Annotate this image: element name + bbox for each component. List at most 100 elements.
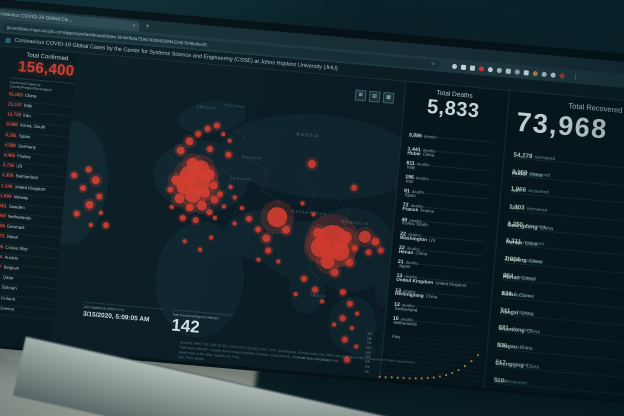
chart-y-tick: 10k xyxy=(363,368,370,374)
map-widget-button[interactable]: ▤ xyxy=(368,90,381,103)
r-unit-label: recovered xyxy=(533,153,556,161)
confirmed-count: 4,469 xyxy=(3,152,16,159)
world-map-svg: RUSSIA Moscow KAZAKHSTAN MONGOLIA SWEDEN FINL… xyxy=(50,53,406,380)
confirmed-region: Belgium xyxy=(3,264,20,271)
chart-gridline xyxy=(378,339,483,350)
case-dot xyxy=(332,322,337,327)
map-place-label: UKRAINE xyxy=(230,176,251,182)
chart-gridline xyxy=(379,334,483,345)
extension-icon[interactable] xyxy=(469,64,476,71)
confirmed-region: Sweden xyxy=(8,203,25,211)
case-dot xyxy=(349,326,354,331)
r-count: 984 xyxy=(502,272,514,281)
extension-icon[interactable] xyxy=(532,70,538,76)
dashboard-logo-icon xyxy=(5,37,11,43)
chart-gridline xyxy=(377,353,482,364)
case-dot xyxy=(262,234,271,243)
map-place-label: KAZAKHSTAN xyxy=(292,209,327,216)
confirmed-count: 696 xyxy=(0,243,4,250)
case-dot xyxy=(98,210,103,215)
r-count: 517 xyxy=(495,358,506,367)
case-dot xyxy=(204,125,211,132)
confirmed-region: Qatar xyxy=(2,274,14,281)
case-dot xyxy=(217,191,224,198)
confirmed-region: Italy xyxy=(23,102,33,109)
case-dot xyxy=(212,215,217,220)
case-dot xyxy=(339,231,352,244)
case-dot xyxy=(179,214,186,221)
case-dot xyxy=(96,193,103,200)
r-count: 1,211 xyxy=(505,237,522,246)
case-dot xyxy=(206,209,213,216)
r-unit-label: recovered xyxy=(528,170,551,178)
case-dot xyxy=(300,275,307,282)
chart-data-point xyxy=(390,376,393,379)
chart-data-point xyxy=(470,360,473,363)
case-dot xyxy=(371,237,380,246)
r-unit-label: recovered xyxy=(525,205,548,213)
chart-gridline xyxy=(378,344,483,354)
chart-data-point xyxy=(414,377,417,380)
map-place-label: Indian Ocean xyxy=(297,355,332,362)
case-dot xyxy=(192,217,199,224)
extension-icon[interactable] xyxy=(496,67,503,73)
chart-gridline xyxy=(376,367,481,378)
extension-icon[interactable] xyxy=(487,66,494,72)
case-dot xyxy=(245,215,252,222)
r-country: China xyxy=(513,397,529,405)
map-widget-button[interactable]: ⊞ xyxy=(354,89,367,102)
browser-menu-icon[interactable]: ⋮ xyxy=(572,73,579,81)
new-tab-button[interactable]: + xyxy=(145,22,150,31)
confirmed-region: Greece xyxy=(0,305,15,312)
r-unit-label: recovered xyxy=(514,274,537,282)
confirmed-region: China xyxy=(24,92,37,99)
r-count: 1,014 xyxy=(504,254,521,264)
confirmed-region: Finland xyxy=(0,294,16,302)
confirmed-count: 21,157 xyxy=(7,101,23,108)
countries-affected-panel: Total Countries/Regions Affected 142 xyxy=(171,309,235,340)
case-dot xyxy=(282,225,291,234)
chart-data-point xyxy=(384,376,387,379)
chart-data-point xyxy=(445,373,448,377)
case-dot xyxy=(209,235,214,240)
bookmark-star-icon[interactable]: ☆ xyxy=(430,60,436,68)
case-dot xyxy=(185,137,194,146)
r-count: 1,303 xyxy=(508,203,525,212)
extension-icon[interactable] xyxy=(451,63,458,69)
confirmed-count: 2,726 xyxy=(2,162,15,169)
confirmed-region: Austria xyxy=(4,254,19,261)
case-dot xyxy=(182,239,187,244)
world-map[interactable]: RUSSIA Moscow KAZAKHSTAN MONGOLIA SWEDEN FINL… xyxy=(50,53,406,380)
r-unit-label: recovered xyxy=(507,343,531,351)
extension-icon[interactable] xyxy=(541,71,547,77)
r-count: 741 xyxy=(499,306,511,315)
case-dot xyxy=(102,222,109,229)
r-unit-label: recovered xyxy=(509,326,532,334)
case-dot xyxy=(351,184,358,191)
map-widget-button[interactable]: ▦ xyxy=(382,91,395,104)
case-dot xyxy=(307,159,316,168)
case-dot xyxy=(171,175,182,186)
case-dot xyxy=(85,200,94,209)
extension-icon[interactable] xyxy=(505,68,512,74)
confirmed-region: Cruise Ship xyxy=(5,244,29,252)
extension-icon[interactable] xyxy=(478,65,485,72)
deaths-list[interactable]: 3,085 deaths Hubei China 1,441 deaths Italy… xyxy=(392,121,494,339)
extension-icon[interactable] xyxy=(523,69,530,76)
map-place-label: Moscow xyxy=(242,155,261,161)
tab-close-icon[interactable]: × xyxy=(132,22,136,30)
confirmed-region: Netherlands xyxy=(7,213,32,221)
extension-icon[interactable] xyxy=(460,64,467,70)
case-dot xyxy=(345,258,354,267)
recovered-list[interactable]: 54,278 recovered Hubei China 2,959 recover… xyxy=(492,141,624,404)
case-dot xyxy=(169,204,174,209)
confirmed-count: 900 xyxy=(0,223,6,229)
map-place-label: INDIA xyxy=(310,292,326,298)
confirmed-count: 8,086 xyxy=(6,121,18,128)
confirmed-count: 644 xyxy=(0,253,3,260)
extension-icon[interactable] xyxy=(514,68,521,75)
extension-icon[interactable] xyxy=(559,72,565,79)
recovered-panel: Total Recovered 73,968 54,278 recovered H… xyxy=(483,90,624,409)
confirmed-region: Korea, South xyxy=(19,122,46,131)
extension-icon[interactable] xyxy=(550,71,556,78)
